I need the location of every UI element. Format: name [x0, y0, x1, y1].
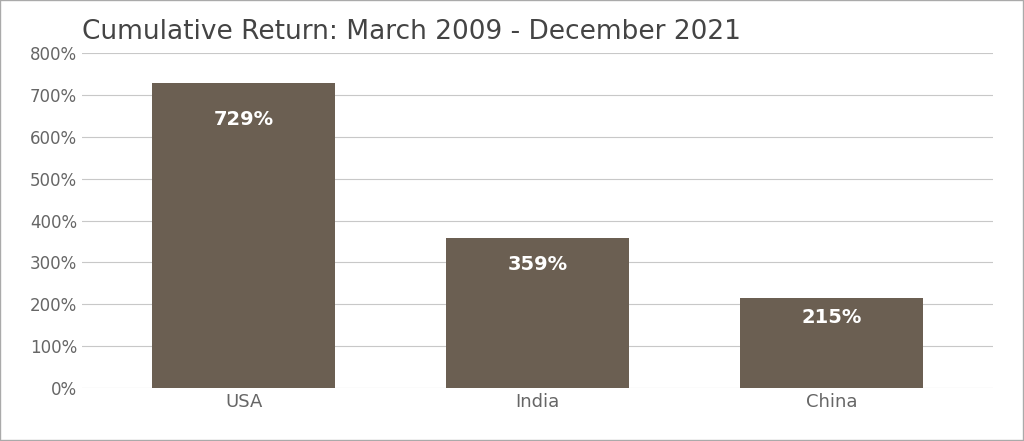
Bar — [153, 82, 335, 388]
Text: 729%: 729% — [214, 110, 273, 129]
Text: 359%: 359% — [508, 255, 567, 274]
Text: 215%: 215% — [802, 308, 862, 327]
Bar — [446, 238, 629, 388]
Bar — [740, 298, 923, 388]
Text: Cumulative Return: March 2009 - December 2021: Cumulative Return: March 2009 - December… — [82, 19, 740, 45]
